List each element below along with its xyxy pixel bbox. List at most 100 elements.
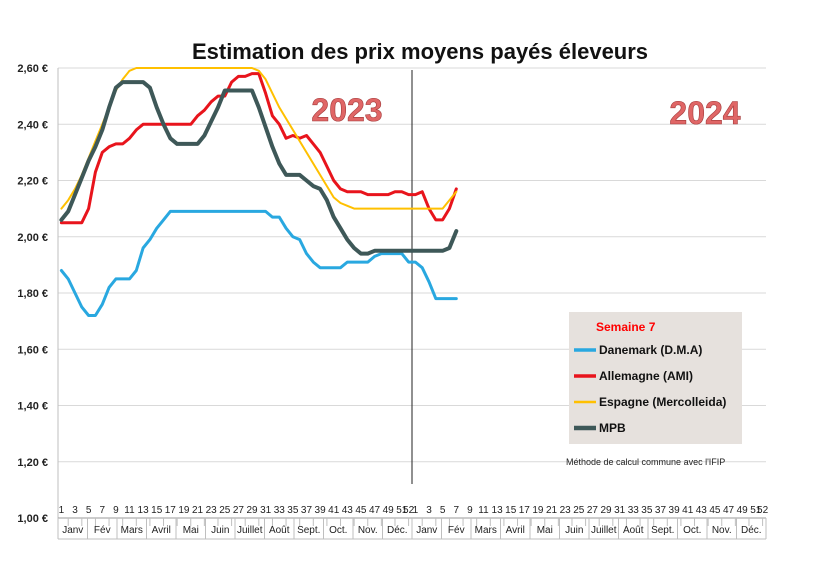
x-tick-label: 47 [723, 505, 735, 516]
x-tick-label: 17 [519, 505, 531, 516]
x-tick-label: 5 [86, 505, 92, 516]
x-tick-label: 35 [287, 505, 299, 516]
x-tick-label: 52 [403, 505, 415, 516]
legend-box [569, 312, 742, 444]
x-tick-label: 29 [600, 505, 612, 516]
year-label-2024: 2024 [669, 95, 740, 131]
month-label: Sept. [651, 525, 674, 536]
series-lines [59, 67, 459, 317]
x-tick-label: 45 [355, 505, 367, 516]
y-tick-label: 1,80 € [17, 288, 48, 300]
y-tick-label: 2,20 € [17, 176, 48, 188]
month-label: Mars [475, 525, 497, 536]
x-tick-label: 31 [260, 505, 272, 516]
legend-label: Allemagne (AMI) [599, 369, 693, 383]
x-tick-label: 11 [124, 505, 135, 516]
legend: Semaine 7 Danemark (D.M.A) Allemagne (AMI… [569, 312, 742, 444]
month-label: Nov. [712, 525, 732, 536]
x-tick-label: 39 [315, 505, 327, 516]
month-label: Juillet [237, 525, 263, 536]
x-tick-label: 33 [274, 505, 286, 516]
x-tick-label: 7 [453, 505, 459, 516]
x-tick-label: 49 [383, 505, 395, 516]
x-tick-label: 21 [192, 505, 204, 516]
month-label: Août [269, 525, 290, 536]
y-tick-label: 2,40 € [17, 119, 48, 131]
month-label: Janv [62, 525, 83, 536]
y-tick-label: 1,60 € [17, 344, 48, 356]
month-label: Avril [152, 525, 171, 536]
x-tick-label: 15 [151, 505, 163, 516]
month-label: Déc. [741, 525, 762, 536]
x-tick-label: 35 [641, 505, 653, 516]
x-tick-label: 41 [328, 505, 340, 516]
x-tick-label: 25 [573, 505, 585, 516]
series-line-3 [60, 67, 458, 210]
month-label: Juillet [591, 525, 617, 536]
legend-label: MPB [599, 421, 626, 435]
x-tick-label: 17 [165, 505, 177, 516]
x-tick-label: 3 [426, 505, 432, 516]
x-tick-label: 15 [505, 505, 517, 516]
x-tick-label: 45 [709, 505, 721, 516]
y-tick-label: 1,00 € [17, 513, 48, 525]
series-line-1 [59, 209, 458, 317]
x-tick-label: 11 [478, 505, 489, 516]
month-label: Fév [94, 525, 111, 536]
month-label: Oct. [683, 525, 701, 536]
x-tick-label: 1 [413, 505, 419, 516]
month-label: Juin [565, 525, 583, 536]
x-tick-label: 27 [587, 505, 599, 516]
y-tick-label: 1,20 € [17, 457, 48, 469]
month-label: Août [623, 525, 644, 536]
x-tick-label: 5 [440, 505, 446, 516]
y-axis-ticks: 1,00 € 1,20 € 1,40 € 1,60 € 1,80 € 2,00 € 2,20… [17, 63, 48, 525]
month-label: Mai [183, 525, 199, 536]
month-label: Nov. [358, 525, 378, 536]
y-tick-label: 2,60 € [17, 63, 48, 75]
x-axis: 1 3 5 7 9 11 13 15 17 19 21 23 25 27 29 31 33 35 37 39 41 43 4… [57, 505, 769, 540]
month-label: Mai [537, 525, 553, 536]
y-tick-label: 1,40 € [17, 401, 48, 413]
x-tick-label: 43 [696, 505, 708, 516]
legend-label: Danemark (D.M.A) [599, 343, 702, 357]
x-tick-label: 49 [737, 505, 749, 516]
x-tick-label: 19 [532, 505, 544, 516]
y-tick-label: 2,00 € [17, 232, 48, 244]
month-label: Juin [211, 525, 229, 536]
x-tick-label: 41 [682, 505, 694, 516]
method-note: Méthode de calcul commune avec l'IFIP [566, 457, 725, 467]
x-tick-label: 47 [369, 505, 381, 516]
series-line-2 [59, 72, 458, 225]
x-tick-label: 39 [669, 505, 681, 516]
x-tick-label: 7 [99, 505, 105, 516]
legend-title: Semaine 7 [596, 320, 656, 334]
x-tick-label: 19 [178, 505, 190, 516]
x-tick-label: 52 [757, 505, 769, 516]
x-tick-label: 37 [301, 505, 313, 516]
month-label: Déc. [387, 525, 408, 536]
month-label: Oct. [329, 525, 347, 536]
x-tick-label: 51 [396, 505, 408, 516]
x-tick-label: 27 [233, 505, 245, 516]
x-tick-label: 3 [72, 505, 78, 516]
year-label-2023: 2023 [311, 92, 382, 128]
chart-title: Estimation des prix moyens payés éleveur… [192, 39, 648, 64]
x-tick-label: 9 [113, 505, 119, 516]
x-tick-label: 9 [467, 505, 473, 516]
x-tick-label: 29 [246, 505, 258, 516]
x-tick-label: 33 [628, 505, 640, 516]
x-tick-label: 37 [655, 505, 667, 516]
x-tick-label: 25 [219, 505, 231, 516]
x-tick-label: 23 [560, 505, 572, 516]
legend-label: Espagne (Mercolleida) [599, 395, 726, 409]
series-line-4 [59, 80, 459, 256]
month-label: Fév [448, 525, 465, 536]
month-label: Janv [416, 525, 437, 536]
month-label: Mars [121, 525, 143, 536]
x-tick-label: 21 [546, 505, 558, 516]
legend-items: Danemark (D.M.A) Allemagne (AMI) Espagne (… [574, 343, 726, 435]
x-tick-label: 1 [59, 505, 65, 516]
x-tick-label: 31 [614, 505, 626, 516]
